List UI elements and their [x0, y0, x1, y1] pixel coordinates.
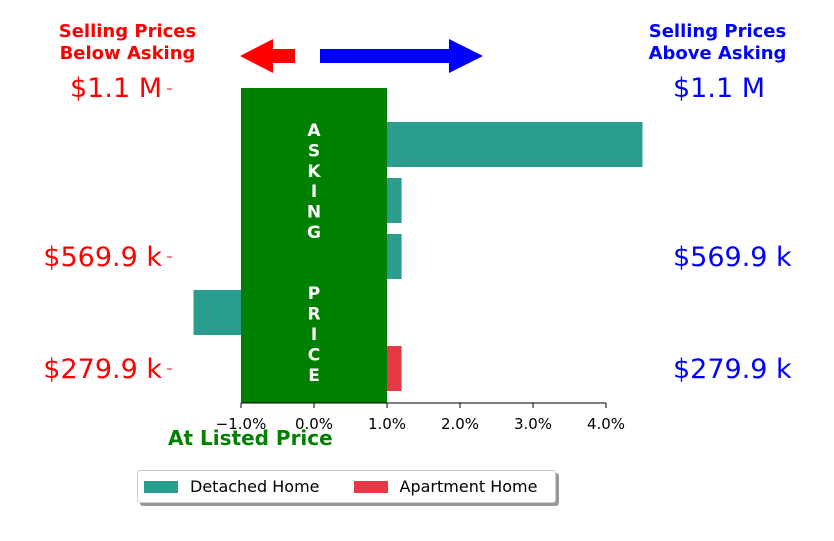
bar-detached-2 [387, 234, 402, 279]
asking-letter-11: C [308, 345, 320, 365]
arrow-right-icon [320, 39, 483, 73]
header-above-line1: Selling Prices [648, 21, 787, 42]
asking-letter-2: K [307, 162, 321, 182]
price-label-left-mid: $569.9 k [43, 242, 162, 273]
asking-letter-9: R [307, 305, 320, 325]
legend-item-detached: Detached Home [144, 477, 320, 496]
legend-swatch-apartment [353, 480, 388, 493]
header-above-line2: Above Asking [648, 43, 787, 64]
asking-letter-3: I [311, 182, 317, 202]
x-tick-label-1: 0.0% [295, 415, 333, 433]
bar-detached-0 [387, 122, 643, 167]
x-tick-label-3: 2.0% [441, 415, 479, 433]
legend: Detached Home Apartment Home [137, 470, 556, 503]
bar-detached-3 [193, 290, 241, 335]
header-below-line2: Below Asking [59, 43, 196, 64]
asking-letter-10: I [311, 325, 317, 345]
asking-letter-0: A [307, 121, 321, 141]
asking-letter-5: G [307, 223, 321, 243]
asking-letter-12: E [308, 366, 320, 386]
header-above-asking: Selling Prices Above Asking [630, 21, 805, 65]
x-tick-label-5: 4.0% [587, 415, 625, 433]
x-tick-label-0: −1.0% [216, 415, 267, 433]
x-tick-label-4: 3.0% [514, 415, 552, 433]
price-label-left-top: $1.1 M [70, 73, 162, 104]
price-label-right-mid: $569.9 k [673, 242, 792, 273]
arrow-left-icon [240, 39, 295, 73]
legend-item-apartment: Apartment Home [353, 477, 538, 496]
price-label-left-low: $279.9 k [43, 354, 162, 385]
asking-letter-1: S [308, 141, 320, 161]
price-label-right-low: $279.9 k [673, 354, 792, 385]
at-listed-price-label: At Listed Price [168, 426, 333, 450]
header-below-line1: Selling Prices [58, 21, 197, 42]
bar-apartment-4 [387, 346, 402, 391]
legend-swatch-detached [144, 480, 178, 493]
asking-price-band [241, 88, 387, 403]
legend-label-detached: Detached Home [190, 477, 320, 496]
asking-letter-4: N [307, 203, 321, 223]
bar-detached-1 [387, 178, 402, 223]
x-tick-label-2: 1.0% [368, 415, 406, 433]
price-label-right-top: $1.1 M [673, 73, 765, 104]
header-below-asking: Selling Prices Below Asking [40, 21, 215, 65]
asking-letter-8: P [308, 284, 320, 304]
legend-label-apartment: Apartment Home [399, 477, 538, 496]
